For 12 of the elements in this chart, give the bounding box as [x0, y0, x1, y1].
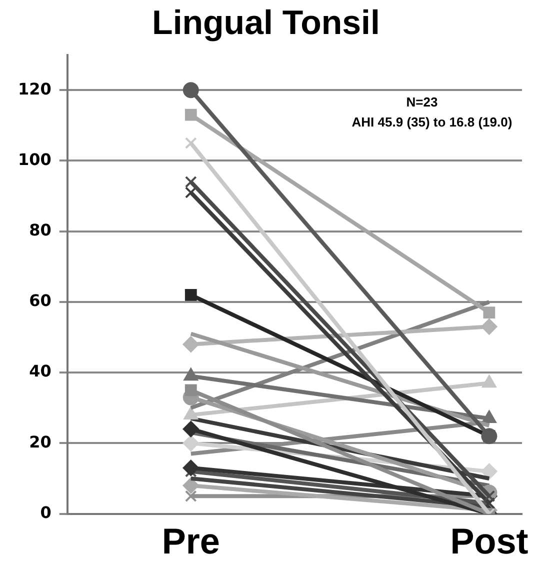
chart-title: Lingual Tonsil — [152, 4, 380, 42]
annotation: N=23 — [406, 94, 438, 110]
y-tick-label: 100 — [18, 150, 52, 169]
y-tick-label: 80 — [29, 220, 52, 240]
y-tick-label: 120 — [18, 79, 52, 98]
y-tick-label: 20 — [29, 432, 52, 452]
x-tick-label: Pre — [162, 520, 220, 562]
annotation: AHI 45.9 (35) to 16.8 (19.0) — [352, 114, 512, 130]
y-tick-label: 60 — [29, 291, 52, 310]
y-tick-label: 0 — [40, 502, 52, 522]
x-tick-label: Post — [450, 520, 528, 562]
y-tick-label: 40 — [29, 362, 52, 381]
